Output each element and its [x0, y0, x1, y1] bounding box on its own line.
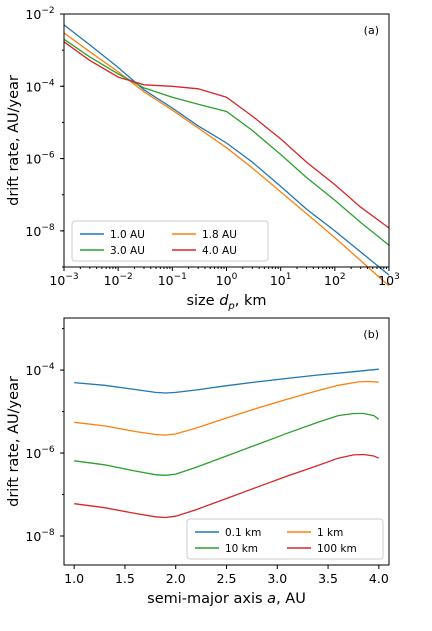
- x-tick-label: 10−2: [104, 272, 133, 288]
- y-tick-label: 10−8: [25, 528, 54, 544]
- x-tick-label: 10−3: [49, 272, 78, 288]
- y-tick-label: 10−4: [25, 362, 54, 378]
- x-tick-mantissa: 10: [270, 273, 286, 288]
- y-tick-exponent: −8: [41, 528, 55, 538]
- x-tick-mantissa: 10: [104, 273, 120, 288]
- y-tick-exponent: −8: [41, 223, 55, 233]
- y-tick-label: 10−8: [25, 223, 54, 239]
- series-line-1-0-au: [63, 24, 390, 276]
- y-tick-label: 10−2: [25, 6, 54, 22]
- legend-entry: 100 km: [317, 543, 357, 555]
- y-axis-label: drift rate, AU/year: [6, 376, 22, 507]
- y-axis-label: drift rate, AU/year: [6, 75, 22, 206]
- x-tick-label: 1.5: [115, 571, 135, 586]
- x-tick-value: 4.0: [369, 571, 389, 586]
- series-line-10-km: [74, 412, 380, 476]
- series-line-1-km: [74, 380, 379, 436]
- x-tick-label: 102: [324, 272, 346, 288]
- x-tick-exponent: −3: [65, 272, 78, 282]
- x-tick-label: 1.0: [64, 571, 84, 586]
- legend-entry: 3.0 AU: [110, 245, 145, 257]
- x-tick-value: 2.0: [166, 571, 186, 586]
- x-axis-label-variable: d: [219, 293, 229, 309]
- x-tick-label: 103: [378, 272, 400, 288]
- y-tick-exponent: −4: [41, 362, 55, 372]
- panel-0: 10−3 10−2 10−1 100 101 102 10310−810−610−410−2…: [6, 6, 400, 312]
- series-line-1-8-au: [63, 32, 390, 287]
- x-axis-label-subscript: p: [227, 301, 234, 312]
- x-axis-label: size dp, km: [186, 293, 266, 312]
- y-tick-exponent: −2: [41, 6, 54, 16]
- x-tick-value: 2.5: [217, 571, 237, 586]
- x-tick-label: 3.5: [318, 571, 338, 586]
- x-tick-exponent: −1: [174, 272, 187, 282]
- panel-label: (a): [364, 24, 379, 37]
- y-tick-label: 10−6: [25, 151, 54, 167]
- legend: 1.0 AU 1.8 AU 3.0 AU 4.0 AU: [71, 220, 269, 262]
- x-tick-mantissa: 10: [49, 273, 65, 288]
- y-tick-mantissa: 10: [25, 224, 41, 239]
- x-axis-label-unit: , km: [235, 293, 267, 309]
- x-tick-value: 3.5: [318, 571, 338, 586]
- y-tick-label: 10−6: [25, 445, 54, 461]
- y-tick-exponent: −4: [41, 78, 55, 88]
- y-tick-exponent: −6: [41, 445, 55, 455]
- y-tick-mantissa: 10: [25, 363, 41, 378]
- y-tick-mantissa: 10: [25, 152, 41, 167]
- legend-entry: 0.1 km: [225, 527, 261, 539]
- legend: 0.1 km 1 km 10 km 100 km: [186, 518, 384, 560]
- x-tick-mantissa: 10: [158, 273, 174, 288]
- legend-box: [186, 518, 384, 560]
- x-tick-value: 1.0: [64, 571, 84, 586]
- x-tick-label: 10−1: [158, 272, 187, 288]
- y-tick-mantissa: 10: [25, 529, 41, 544]
- series-line-0-1-km: [74, 368, 379, 394]
- x-tick-label: 2.5: [217, 571, 237, 586]
- y-tick-mantissa: 10: [25, 7, 41, 22]
- legend-entry: 10 km: [225, 543, 258, 555]
- panel-label: (b): [363, 328, 379, 341]
- x-tick-exponent: −2: [119, 272, 132, 282]
- legend-entry: 4.0 AU: [202, 245, 237, 257]
- series-line-3-0-au: [63, 38, 390, 246]
- x-tick-exponent: 0: [232, 272, 238, 282]
- x-axis-label-text: semi-major axis: [147, 591, 267, 607]
- legend-entry: 1.0 AU: [110, 229, 145, 241]
- x-tick-label: 100: [216, 272, 238, 288]
- y-tick-exponent: −6: [41, 151, 55, 161]
- x-tick-label: 2.0: [166, 571, 186, 586]
- x-tick-label: 4.0: [369, 571, 389, 586]
- x-tick-value: 3.0: [267, 571, 287, 586]
- y-tick-label: 10−4: [25, 78, 54, 94]
- x-axis-label: semi-major axis a, AU: [147, 591, 306, 607]
- y-tick-mantissa: 10: [25, 79, 41, 94]
- y-tick-mantissa: 10: [25, 446, 41, 461]
- panel-1: 1.0 1.5 2.0 2.5 3.0 3.5 4.010−810−610−4(b)semi…: [6, 317, 390, 607]
- legend-box: [71, 220, 269, 262]
- x-tick-exponent: 1: [286, 272, 292, 282]
- x-tick-value: 1.5: [115, 571, 135, 586]
- legend-entry: 1 km: [317, 527, 343, 539]
- legend-entry: 1.8 AU: [202, 229, 237, 241]
- x-axis-label-unit: , AU: [276, 591, 306, 607]
- x-axis-label-variable: a: [267, 591, 276, 607]
- x-tick-exponent: 3: [394, 272, 400, 282]
- x-tick-mantissa: 10: [324, 273, 340, 288]
- series-line-100-km: [74, 453, 380, 519]
- x-tick-label: 3.0: [267, 571, 287, 586]
- x-tick-mantissa: 10: [216, 273, 232, 288]
- x-tick-mantissa: 10: [378, 273, 394, 288]
- x-axis-label-text: size: [186, 293, 219, 309]
- x-tick-exponent: 2: [340, 272, 346, 282]
- series-line-4-0-au: [63, 41, 390, 229]
- x-tick-label: 101: [270, 272, 292, 288]
